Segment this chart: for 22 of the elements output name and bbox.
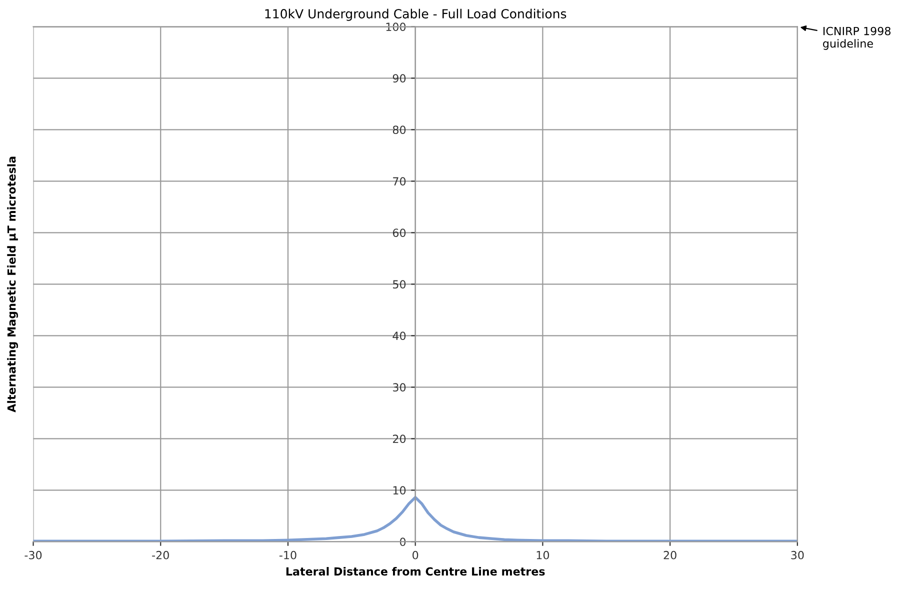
y-tick-label: 80 xyxy=(392,126,406,134)
y-tick-label: 0 xyxy=(400,538,406,546)
y-tick-label: 30 xyxy=(393,383,406,392)
x-tick-label: -30 xyxy=(24,550,42,560)
y-tick-label: 70 xyxy=(393,177,406,186)
x-axis-title: Lateral Distance from Centre Line metres xyxy=(286,567,545,576)
x-tick-label: 0 xyxy=(412,550,418,560)
y-tick-label: 100 xyxy=(386,22,406,32)
x-tick-label: 10 xyxy=(536,550,550,560)
x-tick-label: 30 xyxy=(791,550,804,560)
y-tick-label: 60 xyxy=(392,228,406,238)
y-tick-label: 90 xyxy=(392,74,406,83)
y-tick-label: 10 xyxy=(393,486,406,495)
chart-title: 110kV Underground Cable - Full Load Conditions xyxy=(265,8,566,21)
y-axis-title: Alternating Magnetic Field µT microtesla xyxy=(7,156,18,412)
x-tick-label: -10 xyxy=(279,550,296,560)
y-tick-label: 50 xyxy=(393,280,406,289)
ref-line-label: ICNIRP 1998 guideline xyxy=(823,26,891,50)
y-tick-label: 20 xyxy=(392,434,406,444)
x-tick-label: -20 xyxy=(152,550,169,560)
x-tick-label: 20 xyxy=(664,550,676,560)
y-tick-label: 40 xyxy=(392,332,406,340)
